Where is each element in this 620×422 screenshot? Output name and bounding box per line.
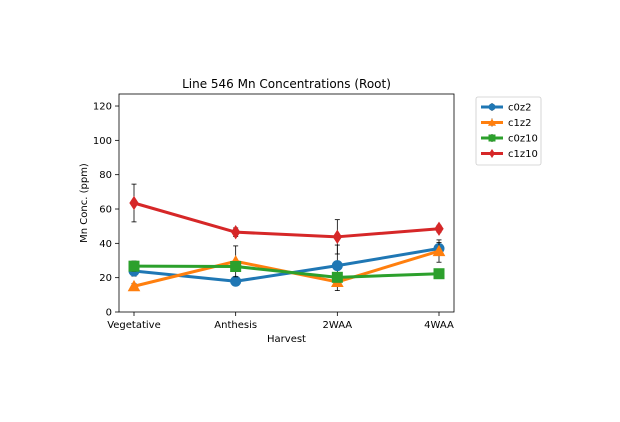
x-tick-label: Vegetative [107, 320, 161, 331]
y-tick-label: 20 [99, 273, 112, 284]
data-point [331, 271, 343, 283]
legend-marker [488, 134, 496, 142]
legend-box [475, 96, 542, 166]
series-line [133, 247, 440, 283]
y-tick-label: 40 [99, 239, 112, 250]
data-point [434, 221, 444, 236]
data-point [230, 261, 242, 273]
series-line [133, 264, 440, 279]
legend-item-c1z2: c1z2 [481, 118, 531, 129]
series-c0z10 [128, 260, 445, 283]
legend-marker [487, 118, 497, 126]
y-tick-label: 0 [106, 308, 112, 319]
data-point [432, 244, 446, 257]
data-point [128, 260, 140, 272]
series-layer [127, 183, 446, 292]
data-point [332, 229, 343, 244]
legend-item-c0z10: c0z10 [481, 134, 538, 145]
data-point [331, 260, 343, 272]
y-axis: 0 20 40 60 80 100 120 [93, 102, 119, 319]
plot-frame [118, 93, 455, 313]
legend-item-c1z10: c1z10 [481, 148, 538, 160]
legend-label: c0z10 [508, 134, 538, 145]
data-point [129, 195, 139, 211]
legend-item-c0z2: c0z2 [481, 103, 531, 114]
legend-marker [489, 148, 495, 159]
chart-title: Line 546 Mn Concentrations (Root) [182, 77, 391, 91]
x-tick-label: 4WAA [424, 320, 454, 331]
x-tick-label: Anthesis [214, 320, 257, 331]
x-axis: Vegetative Anthesis 2WAA 4WAA [107, 312, 454, 331]
y-tick-label: 60 [99, 205, 112, 216]
legend-label: c0z2 [508, 103, 531, 114]
legend-marker [488, 103, 496, 111]
legend-label: c1z2 [508, 118, 531, 129]
series-c1z10 [129, 183, 444, 255]
data-point [230, 275, 242, 287]
y-tick-label: 80 [99, 170, 112, 181]
x-axis-label: Harvest [267, 334, 306, 345]
x-tick-label: 2WAA [322, 320, 352, 331]
data-point [230, 225, 241, 240]
legend: c0z2 c1z2 c0z10 c1z10 [475, 96, 542, 166]
y-axis-label: Mn Conc. (ppm) [79, 163, 90, 243]
y-tick-label: 100 [93, 136, 112, 147]
y-tick-label: 120 [93, 102, 112, 113]
legend-label: c1z10 [508, 149, 538, 160]
data-point [127, 279, 141, 292]
series-line [133, 201, 440, 239]
data-point [433, 268, 445, 280]
